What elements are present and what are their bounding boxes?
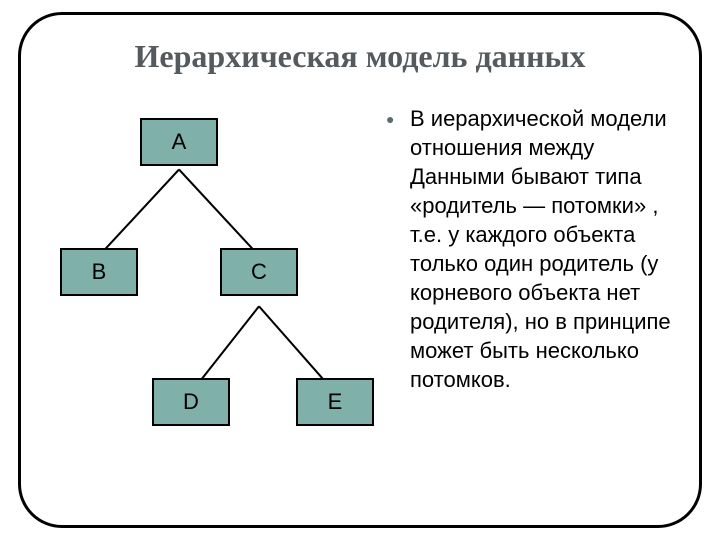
- tree-edge: [179, 169, 259, 255]
- tree-node-e: E: [296, 378, 374, 426]
- tree-node-c: C: [220, 248, 298, 296]
- tree-node-b: B: [60, 248, 138, 296]
- bullet-item: ● В иерархической модели отношения между…: [386, 104, 680, 394]
- page-title: Иерархическая модель данных: [0, 38, 720, 75]
- tree-node-a: A: [140, 118, 218, 166]
- tree-node-d: D: [152, 378, 230, 426]
- tree-diagram: A B C D E: [40, 100, 380, 500]
- tree-edge: [99, 169, 179, 255]
- description-text: В иерархической модели отношения между Д…: [410, 104, 680, 394]
- bullet-icon: ●: [386, 104, 410, 126]
- content-row: A B C D E ● В иерархической модели отношения…: [40, 100, 680, 500]
- description-area: ● В иерархической модели отношения между…: [380, 100, 680, 500]
